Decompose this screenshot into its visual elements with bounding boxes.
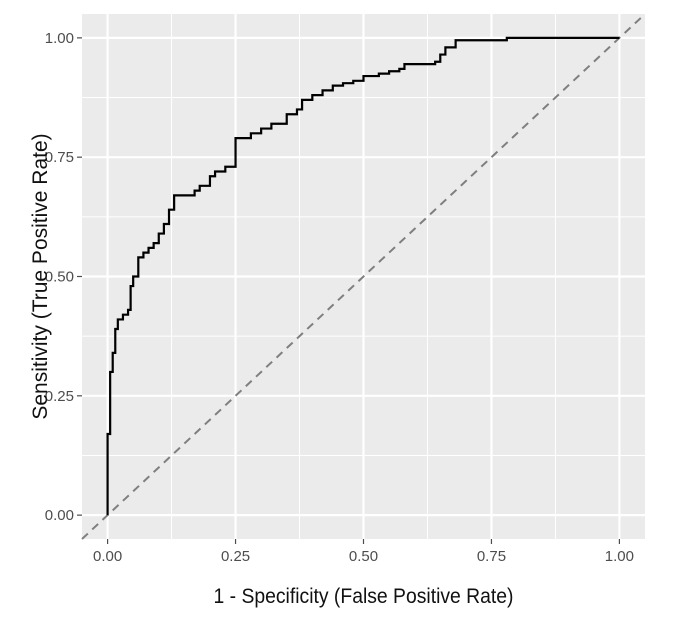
- y-tick-label: 1.00: [45, 30, 74, 47]
- y-tick-label: 0.25: [45, 388, 74, 405]
- reference-diagonal-line: [81, 13, 646, 540]
- x-tick-label: 0.50: [349, 548, 378, 565]
- axis-ticks: [77, 37, 621, 544]
- y-tick-label: 0.00: [45, 507, 74, 524]
- roc-curve-line: [106, 36, 620, 516]
- y-tick-label: 0.75: [45, 149, 74, 166]
- x-axis-title: 1 - Specificity (False Positive Rate): [214, 585, 514, 608]
- y-tick-labels: 0.00 0.25 0.50 0.75 1.00: [45, 30, 74, 524]
- x-tick-label: 0.00: [93, 548, 122, 565]
- x-tick-label: 0.75: [477, 548, 506, 565]
- reference-line-layer: [81, 13, 646, 540]
- x-tick-labels: 0.00 0.25 0.50 0.75 1.00: [93, 548, 634, 565]
- roc-curve-layer: [106, 36, 620, 516]
- y-axis-title: Sensitivity (True Positive Rate): [29, 133, 52, 419]
- x-tick-label: 1.00: [605, 548, 634, 565]
- x-tick-label: 0.25: [221, 548, 250, 565]
- y-tick-label: 0.50: [45, 269, 74, 286]
